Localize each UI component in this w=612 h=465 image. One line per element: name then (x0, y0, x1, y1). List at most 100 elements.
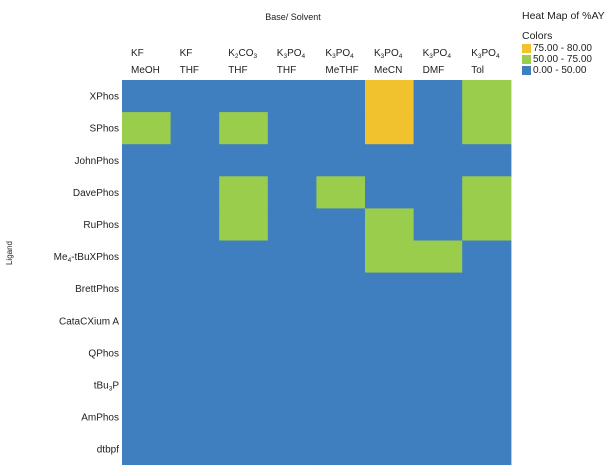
heatmap-cell-r10-c6 (413, 401, 463, 434)
heatmap-cells (122, 80, 512, 465)
legend-label-mid: 50.00 - 75.00 (533, 54, 592, 65)
column-label-base-3: K3PO4 (277, 48, 306, 60)
legend-swatch-high (522, 44, 531, 53)
heatmap-cell-r2-c0 (122, 144, 172, 177)
column-labels: KF MeOH KF THF K2CO3 THF K3PO4 THF K3PO4 MeTHF K3P… (131, 48, 500, 76)
heatmap-cell-r3-c0 (122, 176, 172, 209)
heatmap-cell-r3-c7 (462, 176, 512, 209)
heatmap-cell-r1-c6 (413, 112, 463, 145)
column-label-base-5: K3PO4 (374, 48, 403, 60)
column-label-base-7: K3PO4 (471, 48, 500, 60)
heatmap-cell-r7-c6 (413, 304, 463, 338)
heatmap-cell-r6-c7 (462, 272, 512, 306)
row-label-8: QPhos (88, 348, 119, 359)
heatmap-cell-r11-c3 (267, 433, 317, 465)
heatmap-cell-r2-c3 (267, 144, 317, 177)
y-axis-label: Ligand (5, 241, 14, 265)
column-label-solvent-7: Tol (471, 65, 484, 76)
legend: Heat Map of %AY Colors 75.00 - 80.00 50.… (522, 10, 610, 76)
legend-subtitle: Colors (522, 30, 553, 42)
heatmap-cell-r1-c4 (316, 112, 366, 145)
heatmap-cell-r4-c0 (122, 208, 172, 242)
heatmap-cell-r1-c5 (365, 112, 415, 145)
heatmap-cell-r2-c6 (413, 144, 463, 177)
heatmap-cell-r11-c5 (365, 433, 415, 465)
row-label-10: AmPhos (81, 413, 119, 424)
legend-label-low: 0.00 - 50.00 (533, 65, 587, 76)
legend-title: Heat Map of %AY (522, 10, 605, 22)
heatmap-cell-r5-c4 (316, 240, 366, 274)
row-label-1: SPhos (90, 124, 119, 135)
heatmap-cell-r1-c7 (462, 112, 512, 145)
heatmap-cell-r7-c0 (122, 304, 172, 338)
heatmap-cell-r9-c2 (219, 368, 269, 402)
heatmap-cell-r0-c3 (267, 80, 317, 113)
heatmap-cell-r10-c4 (316, 401, 366, 434)
heatmap-cell-r2-c1 (170, 144, 220, 177)
heatmap-cell-r6-c2 (219, 272, 269, 306)
heatmap-cell-r7-c5 (365, 304, 415, 338)
heatmap-cell-r4-c1 (170, 208, 220, 242)
row-label-11: dtbpf (97, 445, 119, 456)
heatmap-cell-r10-c5 (365, 401, 415, 434)
heatmap-cell-r5-c0 (122, 240, 172, 274)
heatmap-cell-r2-c5 (365, 144, 415, 177)
column-label-solvent-4: MeTHF (325, 65, 358, 76)
heatmap-cell-r6-c3 (267, 272, 317, 306)
heatmap-cell-r6-c1 (170, 272, 220, 306)
heatmap-cell-r5-c1 (170, 240, 220, 274)
heatmap-cell-r4-c4 (316, 208, 366, 242)
heatmap-cell-r5-c2 (219, 240, 269, 274)
heatmap-cell-r0-c2 (219, 80, 269, 113)
heatmap-cell-r9-c6 (413, 368, 463, 402)
heatmap-cell-r1-c1 (170, 112, 220, 145)
heatmap-cell-r2-c4 (316, 144, 366, 177)
row-label-3: DavePhos (73, 188, 119, 199)
heatmap-cell-r8-c0 (122, 336, 172, 370)
row-label-0: XPhos (90, 92, 119, 103)
column-label-solvent-3: THF (277, 65, 296, 76)
heatmap-cell-r11-c4 (316, 433, 366, 465)
column-label-solvent-0: MeOH (131, 65, 160, 76)
heatmap-cell-r1-c2 (219, 112, 269, 145)
heatmap-cell-r3-c5 (365, 176, 415, 209)
chart-title: Base/ Solvent (265, 12, 321, 22)
legend-label-high: 75.00 - 80.00 (533, 43, 592, 54)
legend-swatch-mid (522, 55, 531, 64)
row-labels: XPhos SPhos JohnPhos DavePhos RuPhos Me4-tBuX… (54, 92, 120, 456)
heatmap-cell-r6-c0 (122, 272, 172, 306)
heatmap-cell-r5-c5 (365, 240, 415, 274)
heatmap-cell-r4-c2 (219, 208, 269, 242)
heatmap-cell-r4-c7 (462, 208, 512, 242)
heatmap-cell-r11-c6 (413, 433, 463, 465)
heatmap-cell-r7-c3 (267, 304, 317, 338)
column-label-base-6: K3PO4 (423, 48, 452, 60)
heatmap-cell-r3-c1 (170, 176, 220, 209)
heatmap-cell-r8-c7 (462, 336, 512, 370)
heatmap-cell-r0-c6 (413, 80, 463, 113)
heatmap-cell-r8-c4 (316, 336, 366, 370)
heatmap-cell-r10-c1 (170, 401, 220, 434)
column-label-base-1: KF (180, 48, 193, 59)
heatmap-cell-r7-c2 (219, 304, 269, 338)
heatmap-cell-r3-c6 (413, 176, 463, 209)
heatmap-cell-r10-c0 (122, 401, 172, 434)
heatmap-cell-r0-c0 (122, 80, 172, 113)
heatmap-cell-r9-c4 (316, 368, 366, 402)
heatmap-cell-r5-c7 (462, 240, 512, 274)
heatmap-cell-r1-c3 (267, 112, 317, 145)
heatmap-cell-r0-c5 (365, 80, 415, 113)
heatmap-cell-r6-c6 (413, 272, 463, 306)
heatmap-cell-r8-c2 (219, 336, 269, 370)
heatmap-cell-r4-c6 (413, 208, 463, 242)
heatmap-cell-r11-c7 (462, 433, 512, 465)
heatmap-cell-r8-c6 (413, 336, 463, 370)
heatmap-cell-r6-c5 (365, 272, 415, 306)
row-label-7: CataCXium A (59, 316, 119, 327)
column-label-solvent-1: THF (180, 65, 199, 76)
heatmap-cell-r0-c7 (462, 80, 512, 113)
heatmap-cell-r1-c0 (122, 112, 172, 145)
heatmap-cell-r9-c7 (462, 368, 512, 402)
heatmap-cell-r8-c3 (267, 336, 317, 370)
